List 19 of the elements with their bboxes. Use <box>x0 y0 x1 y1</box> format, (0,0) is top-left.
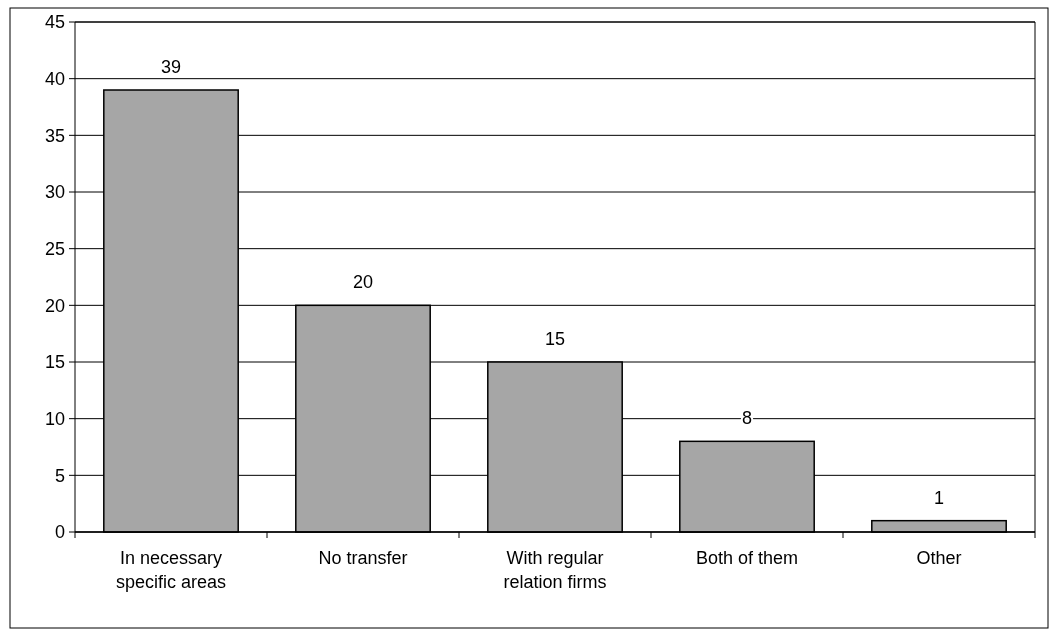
y-tick-label: 35 <box>44 125 65 146</box>
data-label: 39 <box>160 57 182 77</box>
x-tick-label: Other <box>916 548 962 568</box>
data-label: 15 <box>544 329 566 349</box>
x-tick-label: In necessary specific areas <box>115 548 227 592</box>
x-tick-label: Both of them <box>695 548 799 568</box>
y-tick-label: 5 <box>54 465 65 486</box>
y-tick-label: 40 <box>44 68 65 89</box>
y-tick-label: 45 <box>44 12 65 33</box>
y-tick-label: 25 <box>44 238 65 259</box>
x-tick-label: No transfer <box>318 548 408 568</box>
data-label: 1 <box>933 487 945 508</box>
y-tick-label: 15 <box>44 352 65 373</box>
y-tick-label: 0 <box>54 522 65 543</box>
y-tick-label: 10 <box>44 408 65 429</box>
x-tick-label: With regular relation firms <box>503 548 607 592</box>
y-tick-label: 30 <box>44 182 65 203</box>
y-tick-label: 20 <box>44 295 65 316</box>
data-label: 20 <box>352 272 374 293</box>
